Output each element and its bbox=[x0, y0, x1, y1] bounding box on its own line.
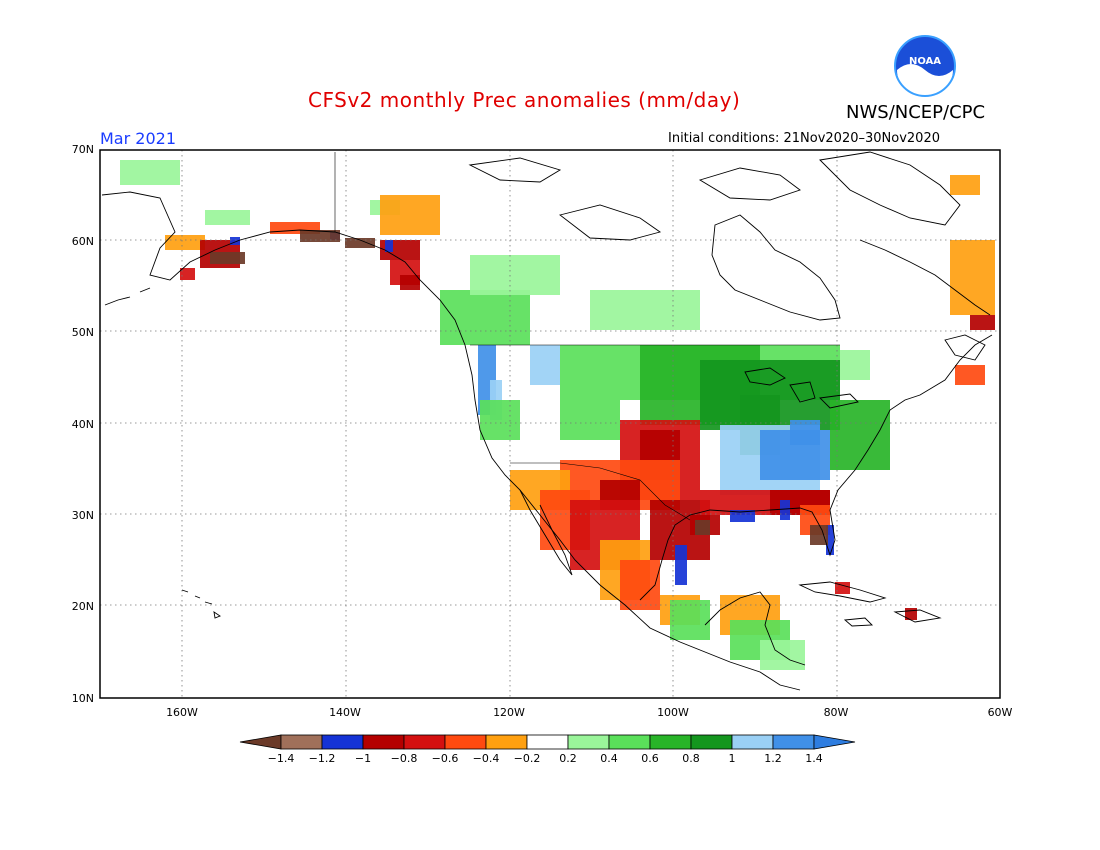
colorbar-box bbox=[321, 734, 364, 750]
colorbar-tick-label: 1.2 bbox=[764, 752, 782, 765]
lat-label: 10N bbox=[71, 692, 94, 705]
coastlines bbox=[101, 151, 993, 691]
colorbar-tick-label: −1.4 bbox=[267, 752, 295, 765]
colorbar-tick-label: 0.8 bbox=[682, 752, 700, 765]
lon-label: 100W bbox=[657, 706, 689, 719]
colorbar-box bbox=[772, 734, 815, 750]
colorbar-box bbox=[649, 734, 692, 750]
lat-label: 60N bbox=[71, 235, 94, 248]
noaa-logo-text: NOAA bbox=[909, 56, 941, 67]
colorbar-box bbox=[731, 734, 774, 750]
colorbar-tick-label: 0.6 bbox=[641, 752, 659, 765]
chart-title: CFSv2 monthly Prec anomalies (mm/day) bbox=[308, 88, 741, 112]
organization-label: NWS/NCEP/CPC bbox=[846, 102, 986, 123]
lon-label: 160W bbox=[166, 706, 198, 719]
colorbar-tick-label: −1.2 bbox=[308, 752, 336, 765]
lon-label: 60W bbox=[987, 706, 1013, 719]
colorbar-box bbox=[567, 734, 610, 750]
colorbar-low-arrow bbox=[239, 734, 282, 750]
colorbar-box bbox=[608, 734, 651, 750]
lat-label: 70N bbox=[71, 143, 94, 156]
lon-label: 80W bbox=[823, 706, 849, 719]
lon-label: 120W bbox=[493, 706, 525, 719]
colorbar-box bbox=[690, 734, 733, 750]
forecast-month: Mar 2021 bbox=[100, 129, 176, 148]
lat-label: 50N bbox=[71, 326, 94, 339]
lon-label: 140W bbox=[329, 706, 361, 719]
colorbar-box bbox=[485, 734, 528, 750]
noaa-logo: NOAA bbox=[894, 35, 956, 98]
colorbar-tick-label: −0.6 bbox=[431, 752, 459, 765]
colorbar-box bbox=[362, 734, 405, 750]
graticule bbox=[100, 150, 1000, 698]
colorbar-box bbox=[403, 734, 446, 750]
colorbar-high-arrow bbox=[813, 734, 856, 750]
colorbar-box bbox=[444, 734, 487, 750]
lat-label: 30N bbox=[71, 509, 94, 522]
colorbar-tick-label: −0.4 bbox=[472, 752, 500, 765]
colorbar-tick-label: 0.2 bbox=[559, 752, 577, 765]
anomaly-field bbox=[120, 160, 995, 670]
colorbar-tick-label: −0.8 bbox=[390, 752, 418, 765]
colorbar-tick-label: 1 bbox=[728, 752, 736, 765]
colorbar-tick-label: −1 bbox=[354, 752, 372, 765]
colorbar-tick-label: −0.2 bbox=[513, 752, 541, 765]
lat-label: 20N bbox=[71, 600, 94, 613]
colorbar-tick-label: 1.4 bbox=[805, 752, 823, 765]
colorbar-box bbox=[280, 734, 323, 750]
colorbar-box bbox=[526, 734, 569, 750]
map-frame bbox=[99, 149, 1001, 699]
initial-conditions-label: Initial conditions: 21Nov2020–30Nov2020 bbox=[668, 131, 940, 146]
colorbar-tick-label: 0.4 bbox=[600, 752, 618, 765]
lat-label: 40N bbox=[71, 418, 94, 431]
